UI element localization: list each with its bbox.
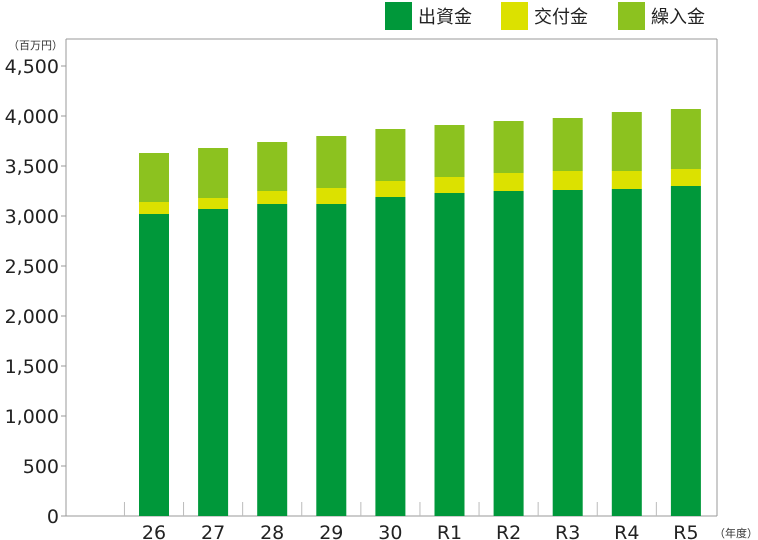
x-tick-label: 27 xyxy=(201,522,225,540)
bar-segment-交付金-R4 xyxy=(611,171,642,189)
x-axis-unit-label: （年度） xyxy=(714,526,758,540)
bar-segment-交付金-28 xyxy=(257,191,288,204)
x-axis: 26 27 28 29 30 R1 R2 R3 R4 R5 xyxy=(123,502,699,540)
bar-segment-出資金-30 xyxy=(375,197,406,516)
x-tick-label: R4 xyxy=(614,522,639,540)
legend-swatch xyxy=(501,2,528,30)
legend-swatch xyxy=(618,2,645,30)
bar-segment-交付金-R2 xyxy=(493,173,524,191)
bar-segment-繰入金-R3 xyxy=(552,118,583,171)
y-tick-label: 2,000 xyxy=(5,306,59,328)
bar-segment-交付金-30 xyxy=(375,181,406,197)
y-axis: 0 500 1,000 1,500 2,000 2,500 3,000 3,500 4,000 4… xyxy=(5,56,66,528)
legend-label: 交付金 xyxy=(534,7,588,28)
bar-segment-出資金-28 xyxy=(257,204,288,516)
bar-segment-交付金-29 xyxy=(316,188,347,204)
bar-segment-出資金-R4 xyxy=(611,189,642,516)
y-tick-label: 4,500 xyxy=(5,56,59,78)
bar-segment-繰入金-R2 xyxy=(493,121,524,173)
y-axis-unit-label: （百万円） xyxy=(8,39,63,52)
x-tick-label: R5 xyxy=(673,522,698,540)
y-tick-label: 500 xyxy=(23,456,59,478)
x-tick-label: 26 xyxy=(142,522,166,540)
x-tick-label: R2 xyxy=(496,522,521,540)
bar-segment-出資金-26 xyxy=(139,214,169,516)
x-tick-label: 29 xyxy=(319,522,343,540)
bar-segment-出資金-29 xyxy=(316,204,347,516)
bar-segment-交付金-R5 xyxy=(670,169,701,186)
x-tick-label: R3 xyxy=(555,522,580,540)
bar-segment-出資金-R3 xyxy=(552,190,583,516)
x-tick-label: R1 xyxy=(437,522,462,540)
legend-label: 繰入金 xyxy=(651,7,705,28)
bar-segment-交付金-R3 xyxy=(552,171,583,190)
legend-swatch xyxy=(385,2,412,30)
x-tick-label: 30 xyxy=(378,522,402,540)
bar-segment-出資金-R5 xyxy=(670,186,701,516)
bar-segment-出資金-R2 xyxy=(493,191,524,516)
bar-segment-交付金-27 xyxy=(198,198,229,209)
bar-segment-繰入金-28 xyxy=(257,142,288,191)
legend-label: 出資金 xyxy=(418,7,472,28)
x-tick-label: 28 xyxy=(260,522,284,540)
bar-segment-繰入金-R4 xyxy=(611,112,642,171)
bar-segment-繰入金-27 xyxy=(198,148,229,198)
bar-segment-出資金-R1 xyxy=(434,193,465,516)
y-tick-label: 1,000 xyxy=(5,406,59,428)
bar-segment-交付金-26 xyxy=(139,202,169,214)
bar-segment-繰入金-30 xyxy=(375,129,406,181)
bar-segment-繰入金-26 xyxy=(139,153,169,202)
y-tick-label: 4,000 xyxy=(5,106,59,128)
bar-segment-繰入金-R5 xyxy=(670,109,701,169)
y-tick-label: 0 xyxy=(47,506,59,528)
bars xyxy=(139,109,701,516)
y-tick-label: 1,500 xyxy=(5,356,59,378)
y-tick-label: 2,500 xyxy=(5,256,59,278)
bar-segment-繰入金-R1 xyxy=(434,125,465,177)
y-tick-label: 3,500 xyxy=(5,156,59,178)
bar-segment-出資金-27 xyxy=(198,209,229,516)
y-tick-label: 3,000 xyxy=(5,206,59,228)
legend: 出資金 交付金 繰入金 xyxy=(385,2,705,30)
bar-segment-繰入金-29 xyxy=(316,136,347,188)
bar-segment-交付金-R1 xyxy=(434,177,465,193)
